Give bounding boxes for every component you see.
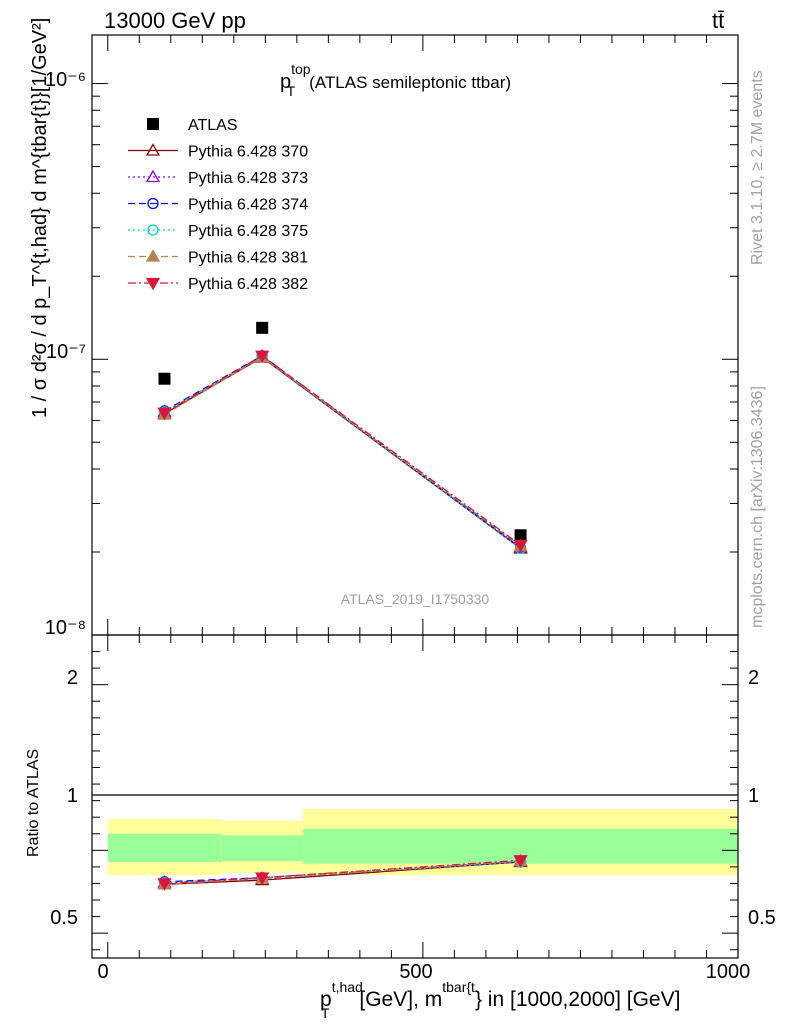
series-line (164, 356, 521, 549)
series-373 (157, 349, 528, 553)
x-tick-label-500: 500 (399, 961, 432, 983)
ratio-data-point (157, 878, 172, 891)
title-sub: T (287, 83, 296, 99)
ratio-series-group (157, 853, 528, 891)
legend-item: Pythia 6.428 373 (128, 169, 308, 187)
legend-marker (145, 277, 161, 291)
series-line (164, 356, 521, 549)
series-370 (157, 350, 528, 554)
main-axis-ticks (92, 35, 739, 636)
title-sup: top (291, 61, 311, 77)
series-line (164, 355, 521, 548)
legend-label: Pythia 6.428 382 (188, 276, 308, 293)
series-381 (157, 349, 528, 552)
ratio-y-tick-label-0.5-right: 0.5 (748, 907, 776, 929)
legend-marker (147, 197, 159, 210)
y-tick-label-1e-6: 10⁻⁶ (45, 69, 86, 91)
xlabel-sup2: tbar{t (442, 979, 475, 995)
data-point (157, 407, 172, 421)
main-plot-panel: 10⁻⁶ 10⁻⁷ 10⁻⁸ 1 / σ d²σ / d p_T^{t,had}… (29, 18, 739, 639)
legend-marker (147, 118, 159, 130)
ratio-series-382 (157, 855, 528, 891)
ratio-y-tick-label-2: 2 (67, 667, 78, 689)
ratio-y-tick-label-1-right: 1 (748, 785, 759, 807)
legend-marker (145, 143, 161, 156)
ratio-data-point (513, 855, 528, 868)
ratio-y-axis-label: Ratio to ATLAS (25, 749, 42, 857)
ratio-band-inner (107, 833, 222, 862)
y-tick-label-1e-7: 10⁻⁷ (46, 341, 86, 363)
xlabel-main: p (320, 988, 332, 1011)
x-tick-label-0: 0 (97, 961, 108, 983)
legend-item: Pythia 6.428 381 (128, 249, 308, 267)
legend-item: Pythia 6.428 375 (128, 223, 308, 240)
energy-label: 13000 GeV pp (104, 8, 246, 33)
xlabel-rest: } in [1000,2000] [GeV] (475, 988, 681, 1011)
analysis-watermark: ATLAS_2019_I1750330 (341, 591, 490, 607)
xlabel-mid: [GeV], m (359, 988, 442, 1011)
legend-item: Pythia 6.428 382 (128, 276, 308, 293)
data-point (158, 372, 171, 385)
ratio-y-tick-label-1: 1 (67, 785, 78, 807)
ratio-band-inner (221, 835, 304, 862)
series-374 (158, 350, 527, 554)
legend-marker (145, 169, 161, 183)
legend-label: Pythia 6.428 374 (188, 197, 308, 214)
data-point (513, 539, 528, 553)
mcplots-source-label: mcplots.cern.ch [arXiv:1306.3436] (749, 386, 766, 628)
process-label: tt̄ (712, 8, 724, 33)
series-382 (157, 350, 528, 553)
legend-marker (147, 224, 159, 236)
data-point (255, 350, 270, 364)
ratio-axis-ticks (92, 634, 739, 958)
ratio-series-line (164, 860, 521, 885)
ratio-plot-frame (91, 634, 739, 959)
legend-label: Pythia 6.428 375 (188, 223, 308, 240)
ratio-plot-panel: 2 1 0.5 2 1 0.5 Ratio to ATLAS 0 500 100… (25, 634, 776, 1021)
main-series-group (157, 321, 528, 555)
rivet-version-label: Rivet 3.1.10, ≥ 2.7M events (749, 70, 766, 265)
data-point (256, 321, 269, 334)
legend-marker (145, 249, 161, 262)
xlabel-sup: t,had (332, 979, 363, 995)
series-line (164, 354, 521, 549)
legend-label: ATLAS (188, 117, 238, 134)
series-line (164, 354, 521, 546)
x-axis-label: pt,had T [GeV], mtbar{t} in [1000,2000] [G… (320, 979, 680, 1021)
legend-item: Pythia 6.428 370 (128, 143, 308, 161)
y-tick-label-1e-8: 10⁻⁸ (45, 617, 86, 639)
title-rest: (ATLAS semileptonic ttbar) (309, 73, 511, 92)
legend-item: ATLAS (147, 117, 238, 134)
legend: ATLAS Pythia 6.428 370 Pythia 6.428 373 Pyt… (128, 117, 308, 293)
xlabel-sub: T (321, 1005, 330, 1021)
legend-label: Pythia 6.428 373 (188, 170, 308, 187)
title-main: p (280, 71, 291, 93)
data-point (514, 529, 527, 542)
ratio-y-tick-label-0.5: 0.5 (50, 907, 78, 929)
main-y-axis-label: 1 / σ d²σ / d p_T^{t,had} d m^{tbar{t}}[… (29, 18, 51, 418)
x-tick-label-1000: 1000 (706, 961, 751, 983)
ratio-uncertainty-bands (107, 808, 738, 876)
plot-title: ptop T (ATLAS semileptonic ttbar) (280, 61, 511, 99)
series-line (164, 356, 521, 547)
legend-item: Pythia 6.428 374 (128, 197, 308, 214)
legend-label: Pythia 6.428 370 (188, 144, 308, 161)
legend-label: Pythia 6.428 381 (188, 250, 308, 267)
ratio-data-point (255, 872, 270, 885)
ratio-y-tick-label-2-right: 2 (748, 667, 759, 689)
series-atlas (158, 321, 527, 542)
